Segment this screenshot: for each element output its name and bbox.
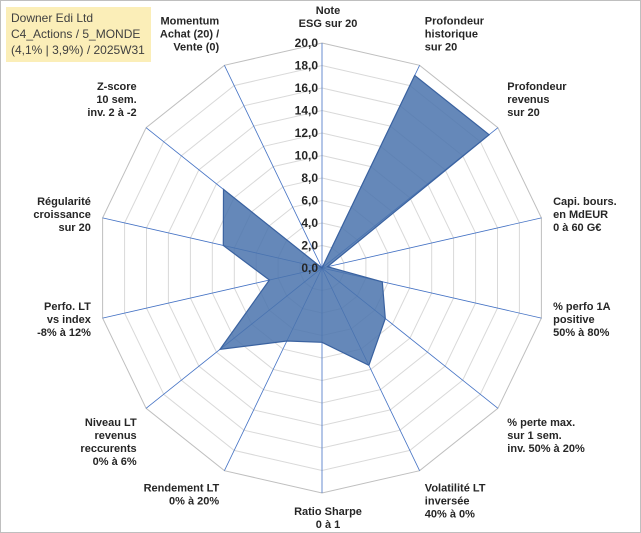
tick-label: 20,0 [295,36,319,50]
axis-label-line: inv. 2 à -2 [87,107,136,119]
axis-label-line: % perfo 1A [553,301,611,313]
axis-label-line: sur 20 [58,222,90,234]
axis-spoke [224,65,323,269]
axis-label-line: Achat (20) / [160,29,219,41]
axis-label: % perte max. sur 1 sem. inv. 50% à 20% [507,417,585,455]
axis-label-line: historique [425,29,478,41]
axis-label: Note ESG sur 20 [299,5,358,30]
axis-label-line: reccurents [80,443,136,455]
axis-label: Z-score 10 sem. inv. 2 à -2 [87,81,136,119]
axis-label-line: inversée [425,496,470,508]
axis-label-line: % perte max. [507,417,575,429]
axis-label-line: croissance [33,209,90,221]
axis-label-line: 50% à 80% [553,327,609,339]
axis-label-line: Volatilité LT [425,483,486,495]
tick-label: 2,0 [301,239,318,253]
axis-label-line: vs index [47,314,92,326]
axis-label-line: en MdEUR [553,209,608,221]
axis-label-line: Profondeur [425,16,485,28]
axis-label-line: revenus [507,94,549,106]
tick-label: 12,0 [295,126,319,140]
axis-label-line: inv. 50% à 20% [507,443,585,455]
tick-label: 0,0 [301,261,318,275]
tick-label: 8,0 [301,171,318,185]
axis-label-line: 10 sem. [96,94,136,106]
axis-label-line: Régularité [37,196,91,208]
axis-label-line: 0 à 1 [316,519,340,531]
axis-label-line: Z-score [97,81,137,93]
axis-label-line: Ratio Sharpe [294,506,362,518]
axis-label-line: Capi. bours. [553,196,617,208]
axis-label-line: sur 20 [507,107,539,119]
axis-label-line: 0% à 20% [169,496,219,508]
axis-label: Régularité croissance sur 20 [33,196,90,234]
tick-label: 6,0 [301,194,318,208]
axis-label-line: 0% à 6% [93,456,137,468]
axis-label-line: sur 1 sem. [507,430,561,442]
tick-label: 18,0 [295,59,319,73]
axis-label: Momentum Achat (20) / Vente (0) [160,16,220,54]
tick-label: 16,0 [295,81,319,95]
axis-label-line: ESG sur 20 [299,18,358,30]
axis-label-line: Momentum [161,16,220,28]
axis-label-line: Perfo. LT [44,301,91,313]
axis-label-line: revenus [94,430,136,442]
tick-label: 14,0 [295,104,319,118]
axis-label: Profondeur historique sur 20 [425,16,485,54]
axis-label-line: sur 20 [425,42,457,54]
axis-label-line: Niveau LT [85,417,137,429]
tick-label: 10,0 [295,149,319,163]
axis-label: Capi. bours. en MdEUR 0 à 60 G€ [553,196,617,234]
axis-label-line: 40% à 0% [425,509,475,521]
axis-label-line: Profondeur [507,81,567,93]
axis-label-line: Vente (0) [173,42,219,54]
axis-label: Perfo. LT vs index -8% à 12% [37,301,92,339]
axis-label: Rendement LT 0% à 20% [144,483,220,508]
title-line-category: C4_Actions / 5_MONDE [11,27,141,41]
tick-label: 4,0 [301,216,318,230]
axis-label-line: Note [316,5,340,17]
axis-label-line: 0 à 60 G€ [553,222,601,234]
axis-label-line: Rendement LT [144,483,220,495]
axis-label: Ratio Sharpe 0 à 1 [294,506,362,531]
series-area [218,74,491,367]
axis-label: Volatilité LT inversée 40% à 0% [425,483,486,521]
axis-label: Niveau LT revenus reccurents 0% à 6% [80,417,137,468]
axis-label: % perfo 1A positive 50% à 80% [553,301,611,339]
axis-label: Profondeur revenus sur 20 [507,81,567,119]
chart-title-box: Downer Edi Ltd C4_Actions / 5_MONDE (4,1… [6,7,151,62]
axis-label-line: positive [553,314,595,326]
axis-spoke [321,217,542,269]
axis-label-line: -8% à 12% [37,327,91,339]
title-line-stats: (4,1% | 3,9%) / 2025W31 [11,43,145,57]
title-line-company: Downer Edi Ltd [11,11,94,25]
